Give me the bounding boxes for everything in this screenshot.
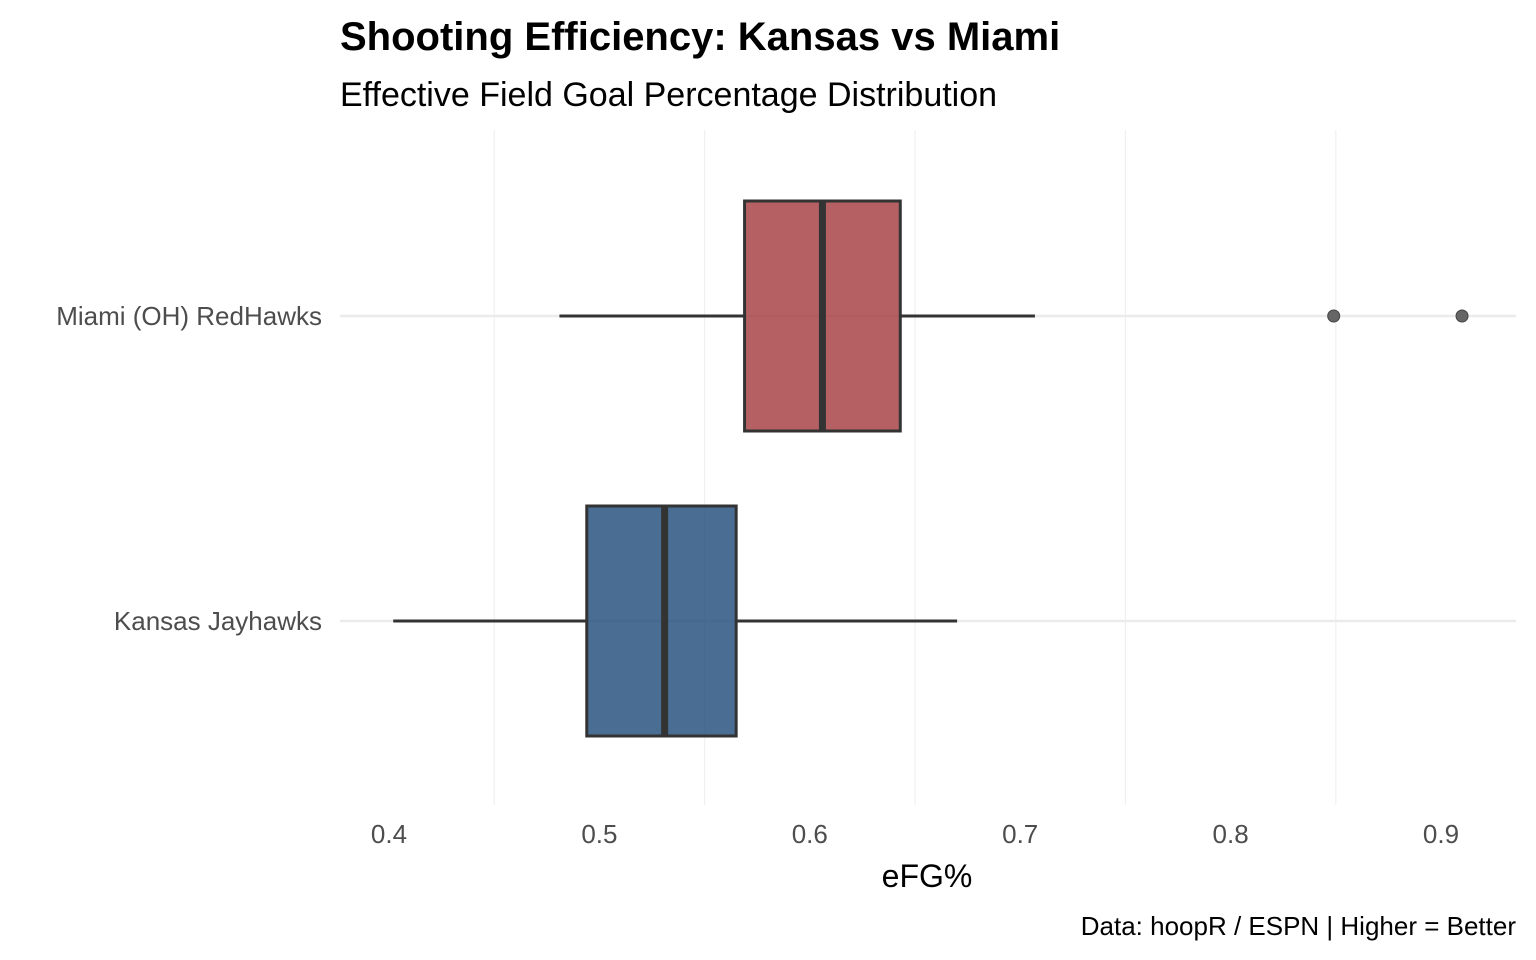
x-tick-label: 0.7 — [1002, 819, 1038, 849]
box-group — [393, 504, 958, 738]
outlier-point — [1455, 309, 1469, 323]
x-tick-label: 0.6 — [792, 819, 828, 849]
x-tick-label: 0.5 — [581, 819, 617, 849]
boxes — [393, 199, 1469, 738]
category-labels: Miami (OH) RedHawks Kansas Jayhawks — [56, 301, 322, 636]
x-axis-ticks: 0.4 0.5 0.6 0.7 0.8 0.9 — [371, 819, 1459, 849]
outlier-point — [1327, 309, 1341, 323]
grid-lines — [340, 130, 1516, 805]
chart-subtitle: Effective Field Goal Percentage Distribu… — [340, 76, 997, 114]
x-tick-label: 0.9 — [1423, 819, 1459, 849]
chart-title: Shooting Efficiency: Kansas vs Miami — [340, 15, 1060, 59]
x-axis-title: eFG% — [882, 858, 973, 894]
category-label: Miami (OH) RedHawks — [56, 301, 322, 331]
box-group — [559, 199, 1469, 433]
category-label: Kansas Jayhawks — [114, 606, 322, 636]
x-tick-label: 0.4 — [371, 819, 407, 849]
x-tick-label: 0.8 — [1213, 819, 1249, 849]
chart-caption: Data: hoopR / ESPN | Higher = Better — [1081, 911, 1517, 941]
